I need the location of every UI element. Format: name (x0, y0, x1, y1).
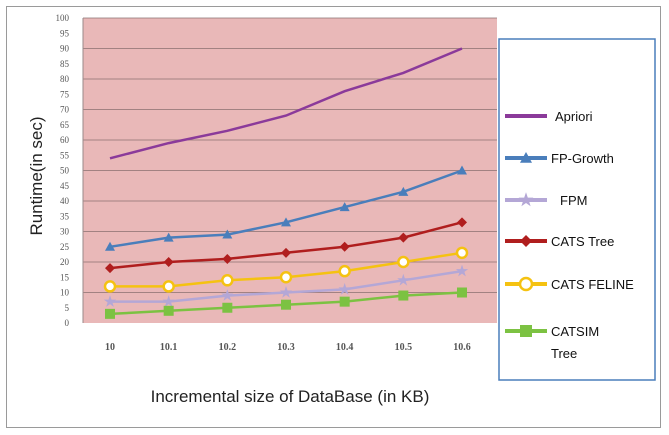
series-layer (103, 47, 469, 319)
data-point (105, 241, 115, 251)
y-tick-label: 40 (60, 196, 70, 206)
legend-marker (520, 152, 532, 163)
data-point (455, 264, 469, 277)
data-point (281, 299, 291, 310)
y-tick-label: 70 (60, 105, 70, 115)
y-tick-label: 55 (60, 150, 70, 160)
legend-entry: CATSIM Tree (505, 324, 599, 361)
y-tick-label: 30 (60, 227, 70, 237)
data-point (338, 282, 351, 295)
y-tick-label: 35 (60, 211, 70, 221)
data-point (281, 247, 291, 258)
data-point (455, 246, 469, 260)
data-point (281, 217, 291, 227)
data-point (103, 280, 117, 293)
data-point (457, 287, 467, 298)
y-tick-label: 100 (56, 13, 70, 23)
y-axis-ticks: 0 5 10 15 20 25 30 35 40 45 50 55 60 65 70 75 80 85 90 95 10… (56, 13, 70, 328)
data-point (457, 217, 467, 228)
series-apriori (109, 47, 463, 160)
legend-label: Apriori (555, 109, 593, 124)
y-tick-label: 10 (60, 288, 70, 298)
y-tick-label: 95 (60, 28, 70, 38)
data-point (103, 295, 117, 307)
data-point (279, 286, 293, 298)
x-tick-label: 10 (105, 342, 115, 353)
y-tick-label: 65 (60, 120, 70, 130)
legend-marker (520, 235, 532, 247)
x-tick-label: 10.1 (160, 342, 178, 353)
x-tick-label: 10.6 (453, 342, 471, 353)
x-axis-label: Incremental size of DataBase (in KB) (151, 387, 430, 406)
data-point (222, 229, 233, 239)
legend-entry: Apriori (505, 109, 593, 124)
y-tick-label: 85 (60, 59, 70, 69)
y-tick-label: 25 (60, 242, 70, 252)
data-point (221, 274, 234, 287)
legend-entries: Apriori FP-Growth FPM CATS Tree CATS FELINE C… (505, 109, 634, 361)
data-point (338, 264, 351, 278)
legend-marker (518, 276, 534, 292)
data-point (398, 290, 409, 301)
legend-label: FP-Growth (551, 151, 614, 166)
data-point (339, 241, 350, 252)
y-tick-label: 80 (60, 74, 70, 84)
legend-label: CATS FELINE (551, 277, 634, 292)
y-tick-label: 0 (65, 318, 70, 328)
series-catsim-tree (105, 287, 467, 319)
legend (498, 38, 656, 381)
data-point (221, 289, 234, 301)
series-line (109, 47, 463, 160)
legend-label: CATSIM (551, 324, 599, 339)
legend-entry: FPM (505, 192, 587, 208)
data-point (397, 255, 410, 269)
data-point (162, 295, 175, 307)
data-point (105, 263, 115, 274)
legend-entry: CATS FELINE (505, 276, 634, 292)
y-tick-label: 90 (60, 44, 70, 54)
series-fp-growth (105, 165, 467, 251)
x-axis-ticks: 10 10.1 10.2 10.3 10.4 10.5 10.6 (105, 342, 471, 353)
data-point (162, 280, 175, 293)
x-tick-label: 10.2 (219, 342, 237, 353)
y-tick-label: 20 (60, 257, 70, 267)
y-tick-label: 15 (60, 272, 70, 282)
series-cats-feline (103, 246, 469, 293)
data-point (339, 202, 350, 212)
legend-label: FPM (560, 193, 587, 208)
legend-entry: CATS Tree (505, 234, 614, 249)
data-point (457, 165, 467, 175)
series-fpm (103, 264, 469, 307)
data-point (339, 296, 350, 307)
legend-marker (520, 325, 532, 337)
y-tick-label: 5 (65, 303, 70, 313)
y-tick-label: 75 (60, 89, 70, 99)
data-point (163, 232, 174, 242)
data-point (398, 232, 409, 243)
x-tick-label: 10.5 (395, 342, 413, 353)
legend-label: CATS Tree (551, 234, 614, 249)
data-point (105, 308, 115, 319)
data-point (222, 302, 233, 313)
legend-marker (518, 192, 534, 207)
y-tick-label: 60 (60, 135, 70, 145)
series-cats-tree (105, 217, 467, 274)
data-point (163, 257, 174, 267)
data-point (398, 186, 409, 196)
data-point (397, 273, 410, 286)
legend-label: Tree (551, 346, 577, 361)
data-point (222, 253, 233, 264)
data-point (279, 271, 293, 284)
x-tick-label: 10.3 (277, 342, 295, 353)
y-tick-label: 50 (60, 166, 70, 176)
y-tick-label: 45 (60, 181, 70, 191)
data-point (163, 305, 174, 316)
legend-entry: FP-Growth (505, 151, 614, 166)
y-axis-label: Runtime(in sec) (27, 116, 46, 235)
x-tick-label: 10.4 (336, 342, 354, 353)
